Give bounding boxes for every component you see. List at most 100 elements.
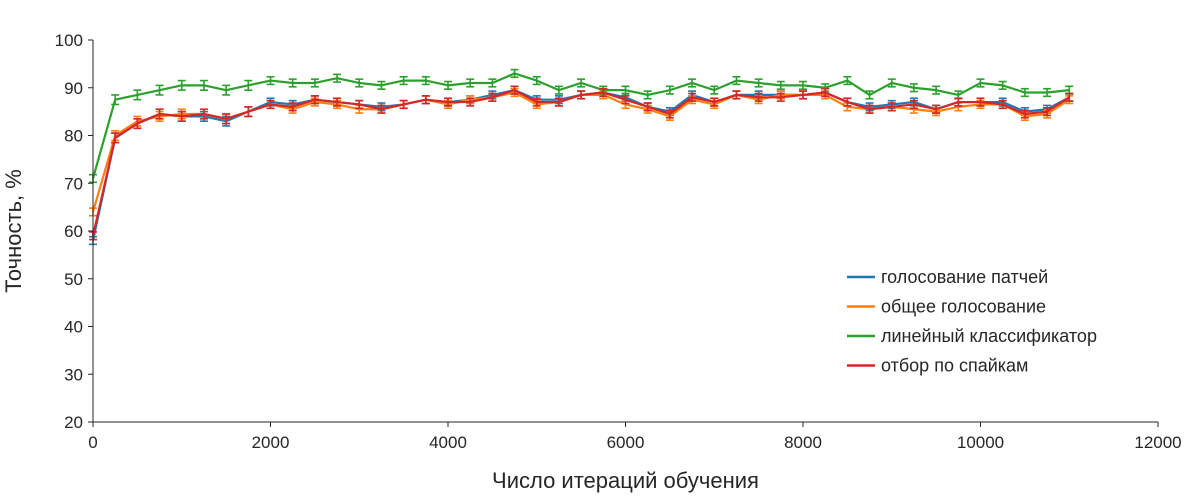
data-point-errorbar: [799, 80, 807, 90]
data-point-errorbar: [399, 99, 408, 110]
data-point-errorbar: [510, 85, 519, 95]
data-point-errorbar: [155, 108, 164, 120]
x-tick-label: 0: [88, 433, 97, 452]
data-point-errorbar: [554, 85, 563, 95]
series-line: [91, 91, 1070, 213]
x-axis-title: Число итераций обучения: [492, 468, 759, 493]
data-point-errorbar: [577, 78, 586, 88]
x-tick-label: 10000: [957, 433, 1004, 452]
data-point-errorbar: [688, 92, 697, 102]
y-tick-label: 100: [55, 31, 83, 50]
data-point-errorbar: [488, 92, 497, 102]
data-point-errorbar: [577, 90, 586, 100]
data-point-errorbar: [599, 87, 608, 98]
data-point-errorbar: [821, 87, 830, 98]
data-point-errorbar: [488, 78, 497, 88]
data-point-errorbar: [244, 79, 253, 91]
data-point-errorbar: [799, 90, 807, 100]
data-point-errorbar: [199, 79, 208, 91]
data-point-errorbar: [1020, 109, 1029, 119]
data-point-errorbar: [909, 83, 918, 93]
data-point-errorbar: [532, 97, 541, 107]
data-point-errorbar: [133, 89, 142, 101]
y-tick-label: 30: [64, 365, 83, 384]
data-point-errorbar: [288, 78, 297, 88]
data-point-errorbar: [355, 99, 364, 110]
data-point-errorbar: [776, 80, 785, 90]
series-line: [91, 89, 1070, 237]
data-point-errorbar: [1043, 87, 1052, 98]
data-point-errorbar: [244, 106, 253, 118]
data-point-errorbar: [976, 97, 985, 107]
data-point-errorbar: [466, 97, 475, 107]
data-point-errorbar: [444, 97, 452, 107]
data-point-errorbar: [155, 84, 164, 96]
data-point-errorbar: [266, 99, 275, 110]
data-point-errorbar: [222, 113, 231, 125]
data-point-errorbar: [111, 94, 120, 106]
data-point-errorbar: [976, 78, 985, 88]
data-point-errorbar: [266, 75, 275, 86]
data-point-errorbar: [177, 110, 186, 122]
data-point-errorbar: [865, 104, 874, 114]
data-point-errorbar: [199, 108, 208, 120]
data-point-errorbar: [887, 78, 896, 88]
data-point-errorbar: [377, 104, 386, 114]
series-layer: [89, 68, 1074, 246]
data-point-errorbar: [310, 95, 319, 105]
data-point-errorbar: [843, 75, 852, 86]
data-point-errorbar: [998, 99, 1007, 110]
data-point-errorbar: [532, 75, 541, 86]
data-point-errorbar: [710, 85, 719, 95]
data-point-errorbar: [510, 68, 519, 79]
data-point-errorbar: [732, 75, 741, 86]
data-point-errorbar: [466, 78, 475, 88]
data-point-errorbar: [909, 99, 918, 110]
legend: голосование патчей общее голосование линей…: [847, 267, 1097, 376]
data-point-errorbar: [754, 78, 763, 88]
data-point-errorbar: [688, 78, 697, 88]
data-point-errorbar: [399, 75, 408, 86]
series-3: [89, 85, 1074, 241]
legend-item: общее голосование: [847, 297, 1046, 317]
x-tick-label: 2000: [252, 433, 290, 452]
y-axis-ticks: 20 30 40 50 60 70 80 90 100: [55, 31, 93, 432]
data-point-errorbar: [732, 90, 741, 100]
legend-label: голосование патчей: [881, 267, 1048, 287]
data-point-errorbar: [1065, 92, 1074, 102]
data-point-errorbar: [621, 85, 630, 95]
series-line: [91, 72, 1070, 179]
data-point-errorbar: [710, 97, 719, 107]
data-point-errorbar: [310, 78, 319, 88]
legend-label: отбор по спайкам: [881, 356, 1028, 376]
data-point-errorbar: [333, 73, 342, 83]
legend-label: общее голосование: [881, 297, 1046, 317]
y-tick-label: 50: [64, 270, 83, 289]
x-tick-label: 12000: [1134, 433, 1181, 452]
y-tick-label: 70: [64, 174, 83, 193]
data-point-errorbar: [932, 85, 941, 95]
data-point-errorbar: [377, 80, 386, 90]
data-point-errorbar: [643, 102, 652, 112]
data-point-errorbar: [133, 117, 142, 130]
data-point-errorbar: [355, 78, 364, 88]
data-point-errorbar: [288, 102, 297, 112]
data-point-errorbar: [776, 92, 785, 102]
y-tick-label: 90: [64, 79, 83, 98]
legend-item: отбор по спайкам: [847, 356, 1028, 376]
legend-item: голосование патчей: [847, 267, 1048, 287]
y-tick-label: 60: [64, 222, 83, 241]
y-axis-title: Точность, %: [1, 169, 26, 293]
x-tick-label: 6000: [607, 433, 645, 452]
data-point-errorbar: [887, 102, 896, 112]
data-point-errorbar: [444, 80, 452, 90]
data-point-errorbar: [754, 92, 763, 102]
x-tick-label: 8000: [784, 433, 822, 452]
data-point-errorbar: [665, 109, 674, 119]
data-point-errorbar: [621, 95, 630, 105]
data-point-errorbar: [865, 90, 874, 100]
legend-item: линейный классификатор: [847, 326, 1097, 346]
x-axis-ticks: 0 2000 4000 6000 8000 10000 12000: [88, 422, 1182, 452]
data-point-errorbar: [421, 95, 430, 105]
